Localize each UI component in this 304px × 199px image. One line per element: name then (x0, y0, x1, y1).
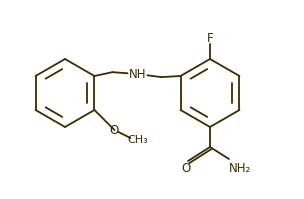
Text: O: O (181, 162, 191, 175)
Text: CH₃: CH₃ (127, 135, 148, 145)
Text: O: O (110, 124, 119, 137)
Text: NH: NH (129, 67, 146, 81)
Text: F: F (207, 31, 213, 45)
Text: NH₂: NH₂ (229, 162, 251, 175)
